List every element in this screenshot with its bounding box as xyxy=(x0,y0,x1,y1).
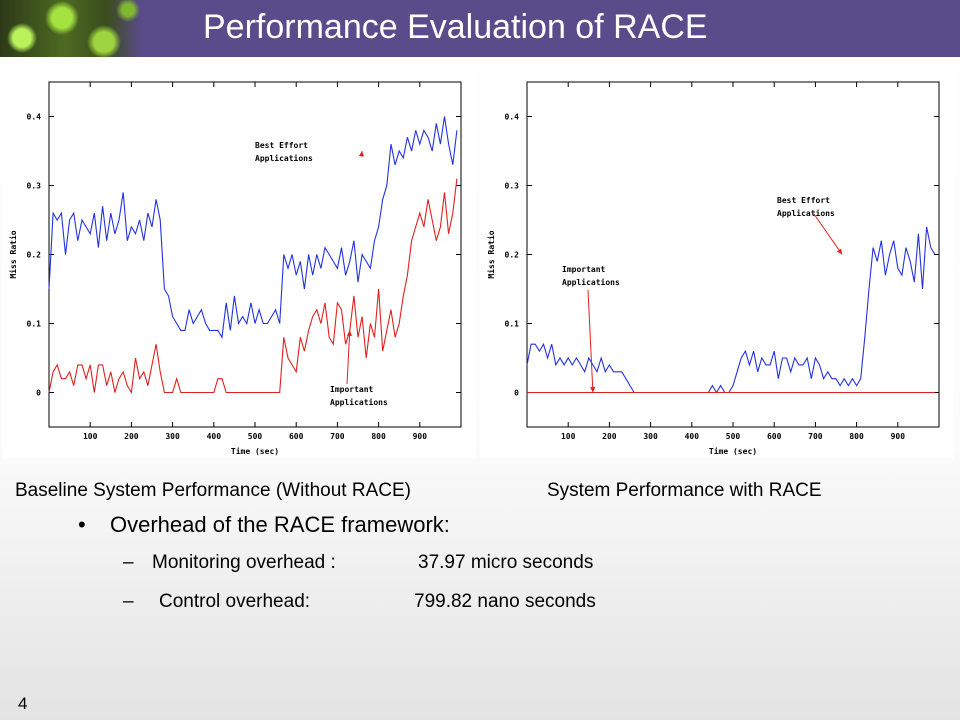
race-chart: 0 0.1 0.2 0.3 0.4 100 200 300 400 500 600 700 800 900… xyxy=(486,81,940,456)
chart0-y-tick-label: 0.2 xyxy=(27,251,42,260)
chart1-x-axis-label: Time (sec) xyxy=(709,446,757,456)
chart1-x-tick-label: 300 xyxy=(643,432,658,441)
sub-item-label: Control overhead: xyxy=(159,591,311,612)
bullet-text: Overhead of the RACE framework: xyxy=(110,512,450,537)
baseline-chart-panel: 0 0.1 0.2 0.3 0.4 100 200 300 400 500 600 700 800 900… xyxy=(2,72,476,458)
chart0-x-tick-label: 100 xyxy=(83,432,98,441)
chart0-x-tick-label: 800 xyxy=(371,432,386,441)
chart1-x-tick-label: 100 xyxy=(561,432,576,441)
chart1-annotation-important-text: Important xyxy=(562,265,606,274)
chart0-annotation-important-arrowhead xyxy=(346,330,353,336)
chart1-x-tick-label: 500 xyxy=(726,432,741,441)
page-number: 4 xyxy=(18,694,28,713)
chart1-x-tick-label: 800 xyxy=(849,432,864,441)
bullet-marker: • xyxy=(78,512,86,537)
slide-title: Performance Evaluation of RACE xyxy=(203,8,708,46)
chart1-annotation-best-effort-arrow xyxy=(813,213,843,255)
chart1-annotation-important-text: Applications xyxy=(562,277,620,287)
chart0-y-tick-label: 0.4 xyxy=(27,113,42,122)
chart0-y-tick-label: 0 xyxy=(36,389,41,398)
chart1-x-tick-label: 400 xyxy=(685,432,700,441)
chart0-annotation-best-effort-text: Best Effort xyxy=(255,141,308,150)
chart1-x-tick-label: 900 xyxy=(891,432,906,441)
chart0-plot-frame xyxy=(48,81,462,428)
chart0-annotation-best-effort-text: Applications xyxy=(255,153,313,163)
chart0-x-tick-label: 400 xyxy=(207,432,222,441)
baseline-chart: 0 0.1 0.2 0.3 0.4 100 200 300 400 500 600 700 800 900… xyxy=(8,81,462,456)
chart1-y-tick-label: 0.3 xyxy=(505,182,520,191)
chart0-annotation-best-effort-arrowhead xyxy=(358,151,365,157)
chart0-y-tick-label: 0.3 xyxy=(27,182,42,191)
chart1-y-tick-label: 0.1 xyxy=(505,320,520,329)
title-decoration-image xyxy=(0,0,142,57)
chart0-x-tick-label: 600 xyxy=(289,432,304,441)
chart1-y-axis-label: Miss Ratio xyxy=(486,230,496,278)
chart0-x-tick-label: 500 xyxy=(248,432,263,441)
chart1-annotation-important-arrowhead xyxy=(590,386,596,393)
chart0-x-axis-label: Time (sec) xyxy=(231,446,279,456)
chart1-annotation-best-effort-arrowhead xyxy=(836,248,843,255)
sub-item-value: 37.97 micro seconds xyxy=(418,552,594,573)
caption-with-race: System Performance with RACE xyxy=(547,480,822,501)
chart0-x-tick-label: 200 xyxy=(124,432,139,441)
bullet-overhead: • Overhead of the RACE framework: xyxy=(78,512,450,538)
chart0-x-tick-label: 700 xyxy=(330,432,345,441)
race-chart-panel: 0 0.1 0.2 0.3 0.4 100 200 300 400 500 600 700 800 900… xyxy=(480,72,954,458)
chart1-x-tick-label: 700 xyxy=(808,432,823,441)
chart1-annotation-best-effort-text: Best Effort xyxy=(777,196,830,205)
chart0-x-tick-label: 300 xyxy=(165,432,180,441)
chart1-y-tick-label: 0.4 xyxy=(505,113,520,122)
chart0-annotation-important-text: Important xyxy=(330,385,374,394)
chart0-series-best-effort-line xyxy=(48,116,458,339)
title-bar: Performance Evaluation of RACE xyxy=(0,0,960,57)
chart1-y-tick-label: 0 xyxy=(514,389,519,398)
chart1-plot-frame xyxy=(526,81,940,428)
sub-item-value: 799.82 nano seconds xyxy=(414,591,596,612)
chart1-series-best-effort-line xyxy=(526,226,936,394)
chart0-annotation-important-arrow xyxy=(346,330,351,385)
chart1-x-tick-label: 200 xyxy=(602,432,617,441)
chart1-annotation-important-arrow xyxy=(587,289,594,393)
sub-item-label: Monitoring overhead : xyxy=(152,552,336,573)
chart1-y-tick-label: 0.2 xyxy=(505,251,520,260)
chart0-series-important-line xyxy=(48,178,458,395)
sub-item-dash: – xyxy=(123,552,134,573)
chart0-y-axis-label: Miss Ratio xyxy=(8,230,18,278)
chart0-y-tick-label: 0.1 xyxy=(27,320,42,329)
chart1-x-tick-label: 600 xyxy=(767,432,782,441)
chart0-x-tick-label: 900 xyxy=(413,432,428,441)
sub-item-dash: – xyxy=(123,591,134,612)
chart1-annotation-best-effort-text: Applications xyxy=(777,208,835,218)
caption-baseline: Baseline System Performance (Without RAC… xyxy=(15,480,411,501)
chart0-annotation-important-text: Applications xyxy=(330,397,388,407)
